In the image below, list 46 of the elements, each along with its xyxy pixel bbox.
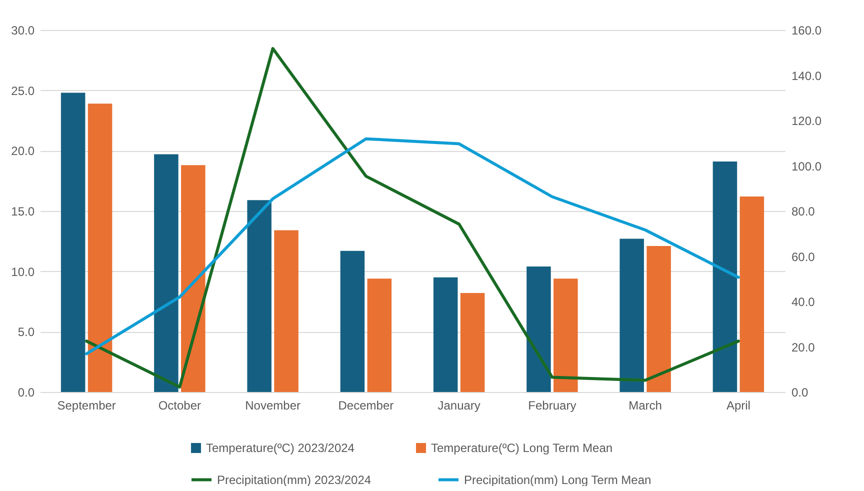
y-tick-label: 30.0 <box>11 24 35 38</box>
line-series <box>85 47 740 389</box>
bar <box>274 230 298 392</box>
line-series <box>85 137 740 356</box>
legend-label: Precipitation(mm) 2023/2024 <box>217 472 372 487</box>
y2-tick-label: 0.0 <box>792 386 809 400</box>
bar <box>247 200 272 392</box>
x-tick-label: December <box>338 398 394 412</box>
y2-tick-label: 140.0 <box>792 68 822 83</box>
x-tick-label: October <box>158 398 202 412</box>
x-tick-label: February <box>528 398 576 412</box>
bar <box>620 238 644 392</box>
bar <box>646 246 671 392</box>
bar <box>88 104 112 392</box>
y2-tick-label: 60.0 <box>792 250 816 264</box>
x-tick-label: March <box>628 398 662 412</box>
bar <box>460 293 485 392</box>
y2-tick-label: 160.0 <box>792 24 822 38</box>
bar <box>526 266 551 392</box>
y-tick-label: 0.0 <box>18 386 35 400</box>
x-tick-label: January <box>438 398 480 412</box>
y-tick-label: 25.0 <box>11 84 35 98</box>
y-tick-label: 15.0 <box>11 204 35 218</box>
bar <box>340 250 365 392</box>
bar <box>712 162 738 392</box>
y2-tick-label: 20.0 <box>792 340 816 354</box>
bar <box>740 196 764 392</box>
x-tick-label: September <box>57 398 116 412</box>
bar <box>181 165 206 392</box>
y-tick-label: 10.0 <box>11 264 35 279</box>
x-tick-label: November <box>245 398 300 412</box>
x-tick-label: April <box>726 398 750 412</box>
legend-label: Temperature(ºC) 2023/2024 <box>206 441 355 455</box>
bar <box>154 154 178 392</box>
y2-tick-label: 40.0 <box>792 295 816 309</box>
bar <box>60 92 86 392</box>
y2-tick-label: 80.0 <box>792 204 816 218</box>
y2-tick-label: 100.0 <box>792 159 822 174</box>
y2-tick-label: 120.0 <box>792 114 822 128</box>
bar <box>367 278 392 392</box>
y-tick-label: 20.0 <box>11 144 35 158</box>
y-tick-label: 5.0 <box>18 325 35 340</box>
bar <box>433 277 458 392</box>
legend-label: Temperature(ºC) Long Term Mean <box>431 441 613 455</box>
bar <box>554 278 578 392</box>
legend-label: Precipitation(mm) Long Term Mean <box>464 472 652 487</box>
